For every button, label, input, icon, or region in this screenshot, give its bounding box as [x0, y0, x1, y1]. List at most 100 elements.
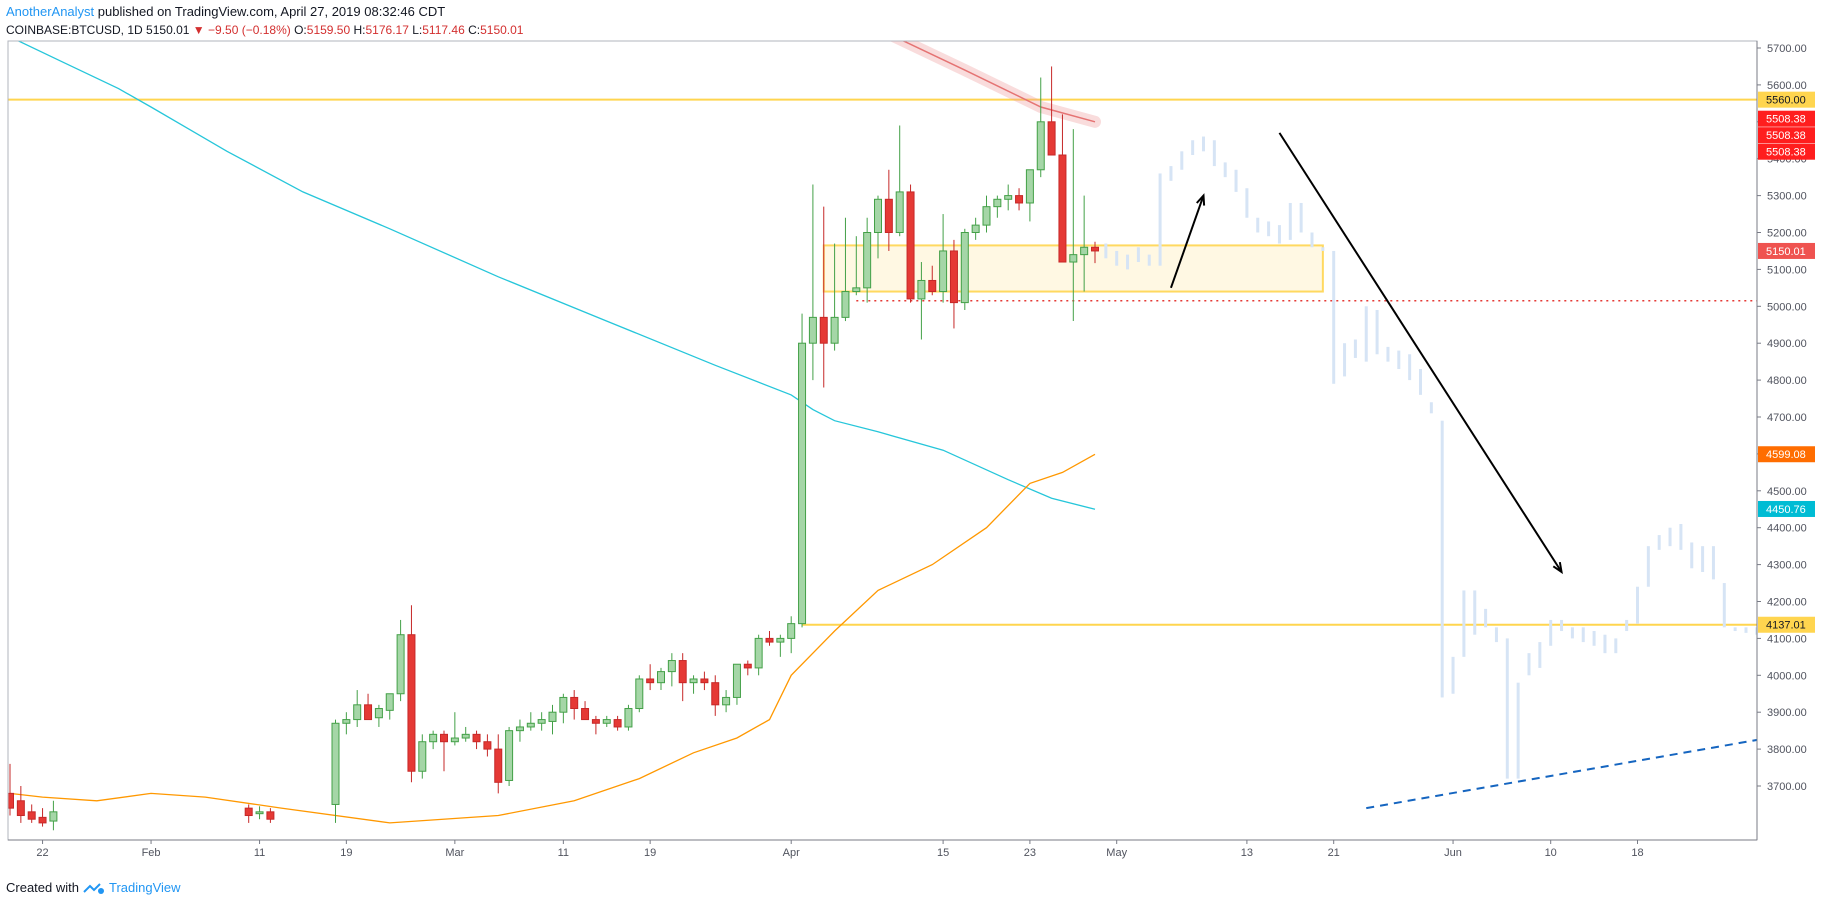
- candle: [429, 730, 438, 750]
- price-label-bg: [1758, 110, 1815, 127]
- candle: [1036, 77, 1045, 178]
- projection-bar: [1136, 247, 1140, 263]
- candle-body: [38, 816, 47, 824]
- projection-bar: [1408, 354, 1412, 381]
- projection-bar: [1744, 627, 1748, 633]
- candle-body: [1069, 254, 1078, 263]
- candle: [526, 712, 535, 731]
- candle: [754, 634, 763, 676]
- candle-body: [722, 696, 731, 706]
- candle: [1080, 195, 1089, 292]
- candle: [678, 653, 687, 702]
- projection-bar: [1429, 402, 1433, 414]
- candle-body: [678, 660, 687, 684]
- symbol-info: COINBASE:BTCUSD, 1D 5150.01 ▼ −9.50 (−0.…: [6, 22, 523, 38]
- x-tick-label: Feb: [142, 847, 161, 859]
- projection-bar: [1679, 524, 1683, 550]
- open-label: O:: [294, 23, 307, 37]
- projection-bar: [1310, 232, 1314, 248]
- x-tick-label: 19: [340, 847, 352, 859]
- x-tick-label: 10: [1545, 847, 1557, 859]
- candle: [244, 804, 253, 823]
- price-label: 4599.08: [1758, 446, 1815, 463]
- candle-body: [559, 696, 568, 713]
- candle-body: [602, 719, 611, 724]
- projection-bar: [1234, 169, 1238, 192]
- tradingview-brand[interactable]: TradingView: [108, 880, 181, 895]
- candle-body: [949, 250, 958, 304]
- candle-body: [754, 637, 763, 669]
- y-tick-label: 4200.00: [1767, 597, 1807, 609]
- candle: [635, 675, 644, 713]
- price-label-bg: [1758, 616, 1815, 633]
- y-tick-label: 5700.00: [1767, 43, 1807, 55]
- price-label-text: 5508.38: [1766, 114, 1806, 126]
- candle-body: [331, 722, 340, 805]
- candle: [440, 730, 448, 772]
- candle-body: [1091, 246, 1099, 252]
- arrow-up-shaft: [1170, 195, 1205, 289]
- y-tick-label: 5600.00: [1767, 80, 1807, 92]
- ma-short-line: [9, 453, 1096, 824]
- candle-body: [732, 663, 741, 698]
- x-tick-label: 23: [1024, 847, 1036, 859]
- published-text: published on TradingView.com, April 27, …: [97, 4, 446, 19]
- candle-body: [787, 623, 796, 639]
- footer: Created with TradingView: [6, 880, 181, 896]
- candle: [884, 169, 893, 251]
- projection-bar: [1180, 151, 1184, 170]
- candle: [895, 125, 904, 237]
- projection-bar: [1701, 546, 1705, 572]
- candle: [407, 605, 416, 783]
- price-label: 5150.01: [1758, 242, 1815, 259]
- candle: [16, 786, 25, 823]
- candle: [385, 693, 394, 720]
- candle-body: [635, 678, 644, 710]
- candle: [483, 734, 492, 757]
- candle-body: [895, 191, 904, 234]
- projection-bar: [1711, 546, 1715, 580]
- projection-bar: [1668, 527, 1672, 547]
- x-tick-label: Jun: [1444, 847, 1462, 859]
- candle-body: [418, 741, 427, 772]
- price-label-text: 5508.38: [1766, 147, 1806, 159]
- close-value: 5150.01: [480, 23, 524, 37]
- candle: [830, 243, 839, 351]
- y-tick-label: 3800.00: [1767, 744, 1807, 756]
- candle-body: [646, 678, 655, 684]
- x-tick-label: 13: [1241, 847, 1253, 859]
- projection-bar: [1332, 250, 1336, 384]
- candle: [624, 704, 633, 731]
- candle-body: [244, 807, 253, 817]
- candle-body: [863, 232, 872, 289]
- y-tick-label: 4100.00: [1767, 633, 1807, 645]
- y-tick-label: 4500.00: [1767, 486, 1807, 498]
- x-tick-label: 19: [644, 847, 656, 859]
- candle-body: [374, 708, 383, 719]
- author-link[interactable]: AnotherAnalyst: [6, 4, 95, 19]
- plot-area: [8, 41, 1757, 831]
- candle-body: [440, 733, 448, 743]
- candle: [602, 715, 611, 727]
- price-label: 5560.00: [1758, 91, 1815, 108]
- projection-bar: [1549, 619, 1553, 646]
- projection-bar: [1343, 343, 1347, 377]
- price-label-bg: [1758, 143, 1815, 160]
- projection-bar: [1646, 546, 1650, 587]
- candle: [960, 228, 969, 310]
- projection-bar: [1245, 188, 1249, 218]
- candle: [559, 693, 568, 724]
- candle: [49, 800, 58, 831]
- y-tick-label: 5200.00: [1767, 228, 1807, 240]
- projection-bar: [1451, 656, 1455, 694]
- candle-body: [657, 671, 665, 684]
- projection-bar: [1397, 350, 1401, 370]
- projection-bar: [1560, 619, 1564, 632]
- candle: [808, 184, 817, 381]
- x-tick-label: Apr: [783, 847, 800, 859]
- candle: [819, 206, 828, 388]
- candle-body: [364, 704, 373, 721]
- candle-body: [1080, 246, 1089, 256]
- y-tick-label: 3900.00: [1767, 707, 1807, 719]
